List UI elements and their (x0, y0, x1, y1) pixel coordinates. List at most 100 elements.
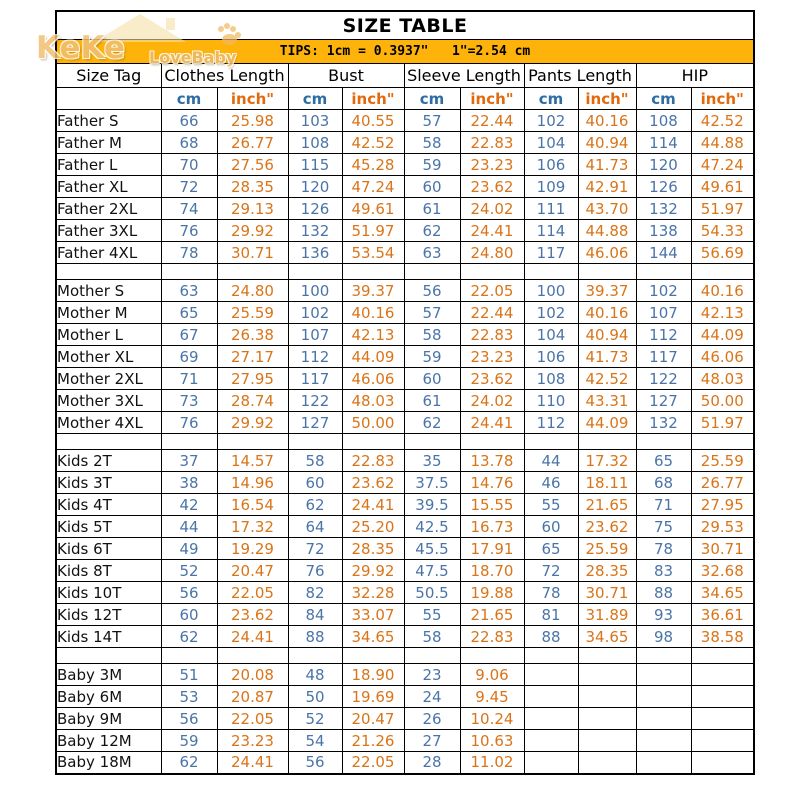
table-row: Mother M 65 25.59 102 40.16 57 22.44 102 40.16 10… (55, 301, 755, 324)
inch-value-cell: 46.06 (690, 345, 755, 368)
inch-value-cell: 51.97 (690, 411, 755, 434)
inch-value-cell: 9.06 (459, 663, 525, 686)
size-tag-cell: Kids 6T (55, 537, 162, 560)
inch-value-cell: 20.87 (216, 685, 289, 708)
inch-value-cell: 44.09 (341, 345, 405, 368)
cm-value-cell: 27 (403, 729, 461, 752)
inch-value-cell: 31.89 (577, 603, 637, 626)
cm-value-cell: 49 (160, 537, 218, 560)
cm-value-cell: 102 (523, 109, 579, 132)
inch-value-cell: 40.94 (577, 323, 637, 346)
inch-value-cell: 25.98 (216, 109, 289, 132)
cm-value-cell: 108 (287, 131, 343, 154)
cm-value-cell: 78 (635, 537, 692, 560)
cm-value-cell: 112 (523, 411, 579, 434)
unit-header-cm: cm (635, 87, 692, 110)
cm-value-cell: 138 (635, 219, 692, 242)
table-row: Baby 9M 56 22.05 52 20.47 26 10.24 (55, 707, 755, 730)
inch-value-cell: 28.35 (216, 175, 289, 198)
inch-value-cell: 28.35 (577, 559, 637, 582)
table-row: Kids 12T 60 23.62 84 33.07 55 21.65 81 31.89 93 36… (55, 603, 755, 626)
inch-value-cell: 21.26 (341, 729, 405, 752)
inch-value-cell: 28.74 (216, 389, 289, 412)
separator-cell (216, 433, 289, 450)
cm-value-cell: 93 (635, 603, 692, 626)
inch-value-cell: 30.71 (690, 537, 755, 560)
cm-value-cell: 74 (160, 197, 218, 220)
inch-value-cell: 47.24 (690, 153, 755, 176)
cm-value-cell: 71 (635, 493, 692, 516)
inch-value-cell: 14.96 (216, 471, 289, 494)
cm-value-cell: 60 (287, 471, 343, 494)
inch-value-cell: 29.92 (216, 219, 289, 242)
cm-value-cell: 42.5 (403, 515, 461, 538)
inch-value-cell: 29.92 (341, 559, 405, 582)
inch-value-cell: 27.95 (216, 367, 289, 390)
inch-value-cell: 29.13 (216, 197, 289, 220)
table-row: Baby 12M 59 23.23 54 21.26 27 10.63 (55, 729, 755, 752)
cm-value-cell: 68 (160, 131, 218, 154)
inch-value-cell: 40.16 (577, 301, 637, 324)
inch-value-cell: 36.61 (690, 603, 755, 626)
inch-value-cell: 25.59 (577, 537, 637, 560)
cm-value-cell: 44 (523, 449, 579, 472)
cm-value-cell: 104 (523, 323, 579, 346)
cm-value-cell: 62 (403, 411, 461, 434)
inch-value-cell: 49.61 (341, 197, 405, 220)
inch-value-cell: 25.20 (341, 515, 405, 538)
inch-value-cell: 24.41 (459, 219, 525, 242)
size-tag-cell: Mother XL (55, 345, 162, 368)
tips-banner: TIPS: 1cm = 0.3937" 1"=2.54 cm (55, 39, 755, 64)
cm-value-cell: 61 (403, 197, 461, 220)
cm-value-cell: 42 (160, 493, 218, 516)
inch-value-cell: 44.88 (577, 219, 637, 242)
cm-value-cell: 127 (635, 389, 692, 412)
inch-value-cell: 40.16 (577, 109, 637, 132)
cm-value-cell (635, 707, 692, 730)
cm-value-cell: 67 (160, 323, 218, 346)
inch-value-cell: 21.65 (459, 603, 525, 626)
inch-value-cell: 27.17 (216, 345, 289, 368)
inch-value-cell: 40.16 (341, 301, 405, 324)
inch-value-cell: 13.78 (459, 449, 525, 472)
inch-value-cell (577, 707, 637, 730)
size-table: SIZE TABLE TIPS: 1cm = 0.3937" 1"=2.54 c… (55, 10, 756, 775)
cm-value-cell: 35 (403, 449, 461, 472)
inch-value-cell: 19.69 (341, 685, 405, 708)
column-group-bust: Bust (287, 63, 405, 88)
inch-value-cell: 26.77 (216, 131, 289, 154)
cm-value-cell: 136 (287, 241, 343, 264)
separator-cell (341, 647, 405, 664)
cm-value-cell: 38 (160, 471, 218, 494)
inch-value-cell: 49.61 (690, 175, 755, 198)
cm-value-cell: 78 (160, 241, 218, 264)
inch-value-cell: 10.63 (459, 729, 525, 752)
cm-value-cell: 63 (160, 279, 218, 302)
inch-value-cell: 34.65 (577, 625, 637, 648)
inch-value-cell: 42.13 (690, 301, 755, 324)
cm-value-cell: 106 (523, 153, 579, 176)
cm-value-cell: 66 (160, 109, 218, 132)
size-tag-cell: Baby 12M (55, 729, 162, 752)
table-row: Baby 3M 51 20.08 48 18.90 23 9.06 (55, 663, 755, 686)
separator-cell (160, 433, 218, 450)
cm-value-cell: 71 (160, 367, 218, 390)
inch-value-cell (577, 685, 637, 708)
size-tag-cell: Kids 12T (55, 603, 162, 626)
inch-value-cell: 23.62 (459, 175, 525, 198)
size-tag-cell: Baby 3M (55, 663, 162, 686)
table-row: Kids 2T 37 14.57 58 22.83 35 13.78 44 17.32 65 25.… (55, 449, 755, 472)
cm-value-cell: 111 (523, 197, 579, 220)
column-group-clothes-length: Clothes Length (160, 63, 289, 88)
cm-value-cell: 117 (523, 241, 579, 264)
unit-header-cm: cm (403, 87, 461, 110)
table-row: Baby 18M 62 24.41 56 22.05 28 11.02 (55, 751, 755, 774)
cm-value-cell: 103 (287, 109, 343, 132)
size-tag-cell: Mother M (55, 301, 162, 324)
cm-value-cell: 52 (160, 559, 218, 582)
inch-value-cell: 38.58 (690, 625, 755, 648)
cm-value-cell: 100 (523, 279, 579, 302)
inch-value-cell: 19.29 (216, 537, 289, 560)
cm-value-cell: 72 (287, 537, 343, 560)
inch-value-cell: 43.70 (577, 197, 637, 220)
